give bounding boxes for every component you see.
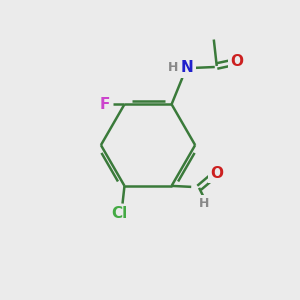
Text: Cl: Cl [111, 206, 128, 221]
Text: O: O [230, 54, 243, 69]
Text: N: N [181, 61, 194, 76]
Text: H: H [168, 61, 179, 74]
Text: H: H [199, 197, 209, 210]
Text: F: F [100, 97, 110, 112]
Text: O: O [210, 166, 223, 181]
